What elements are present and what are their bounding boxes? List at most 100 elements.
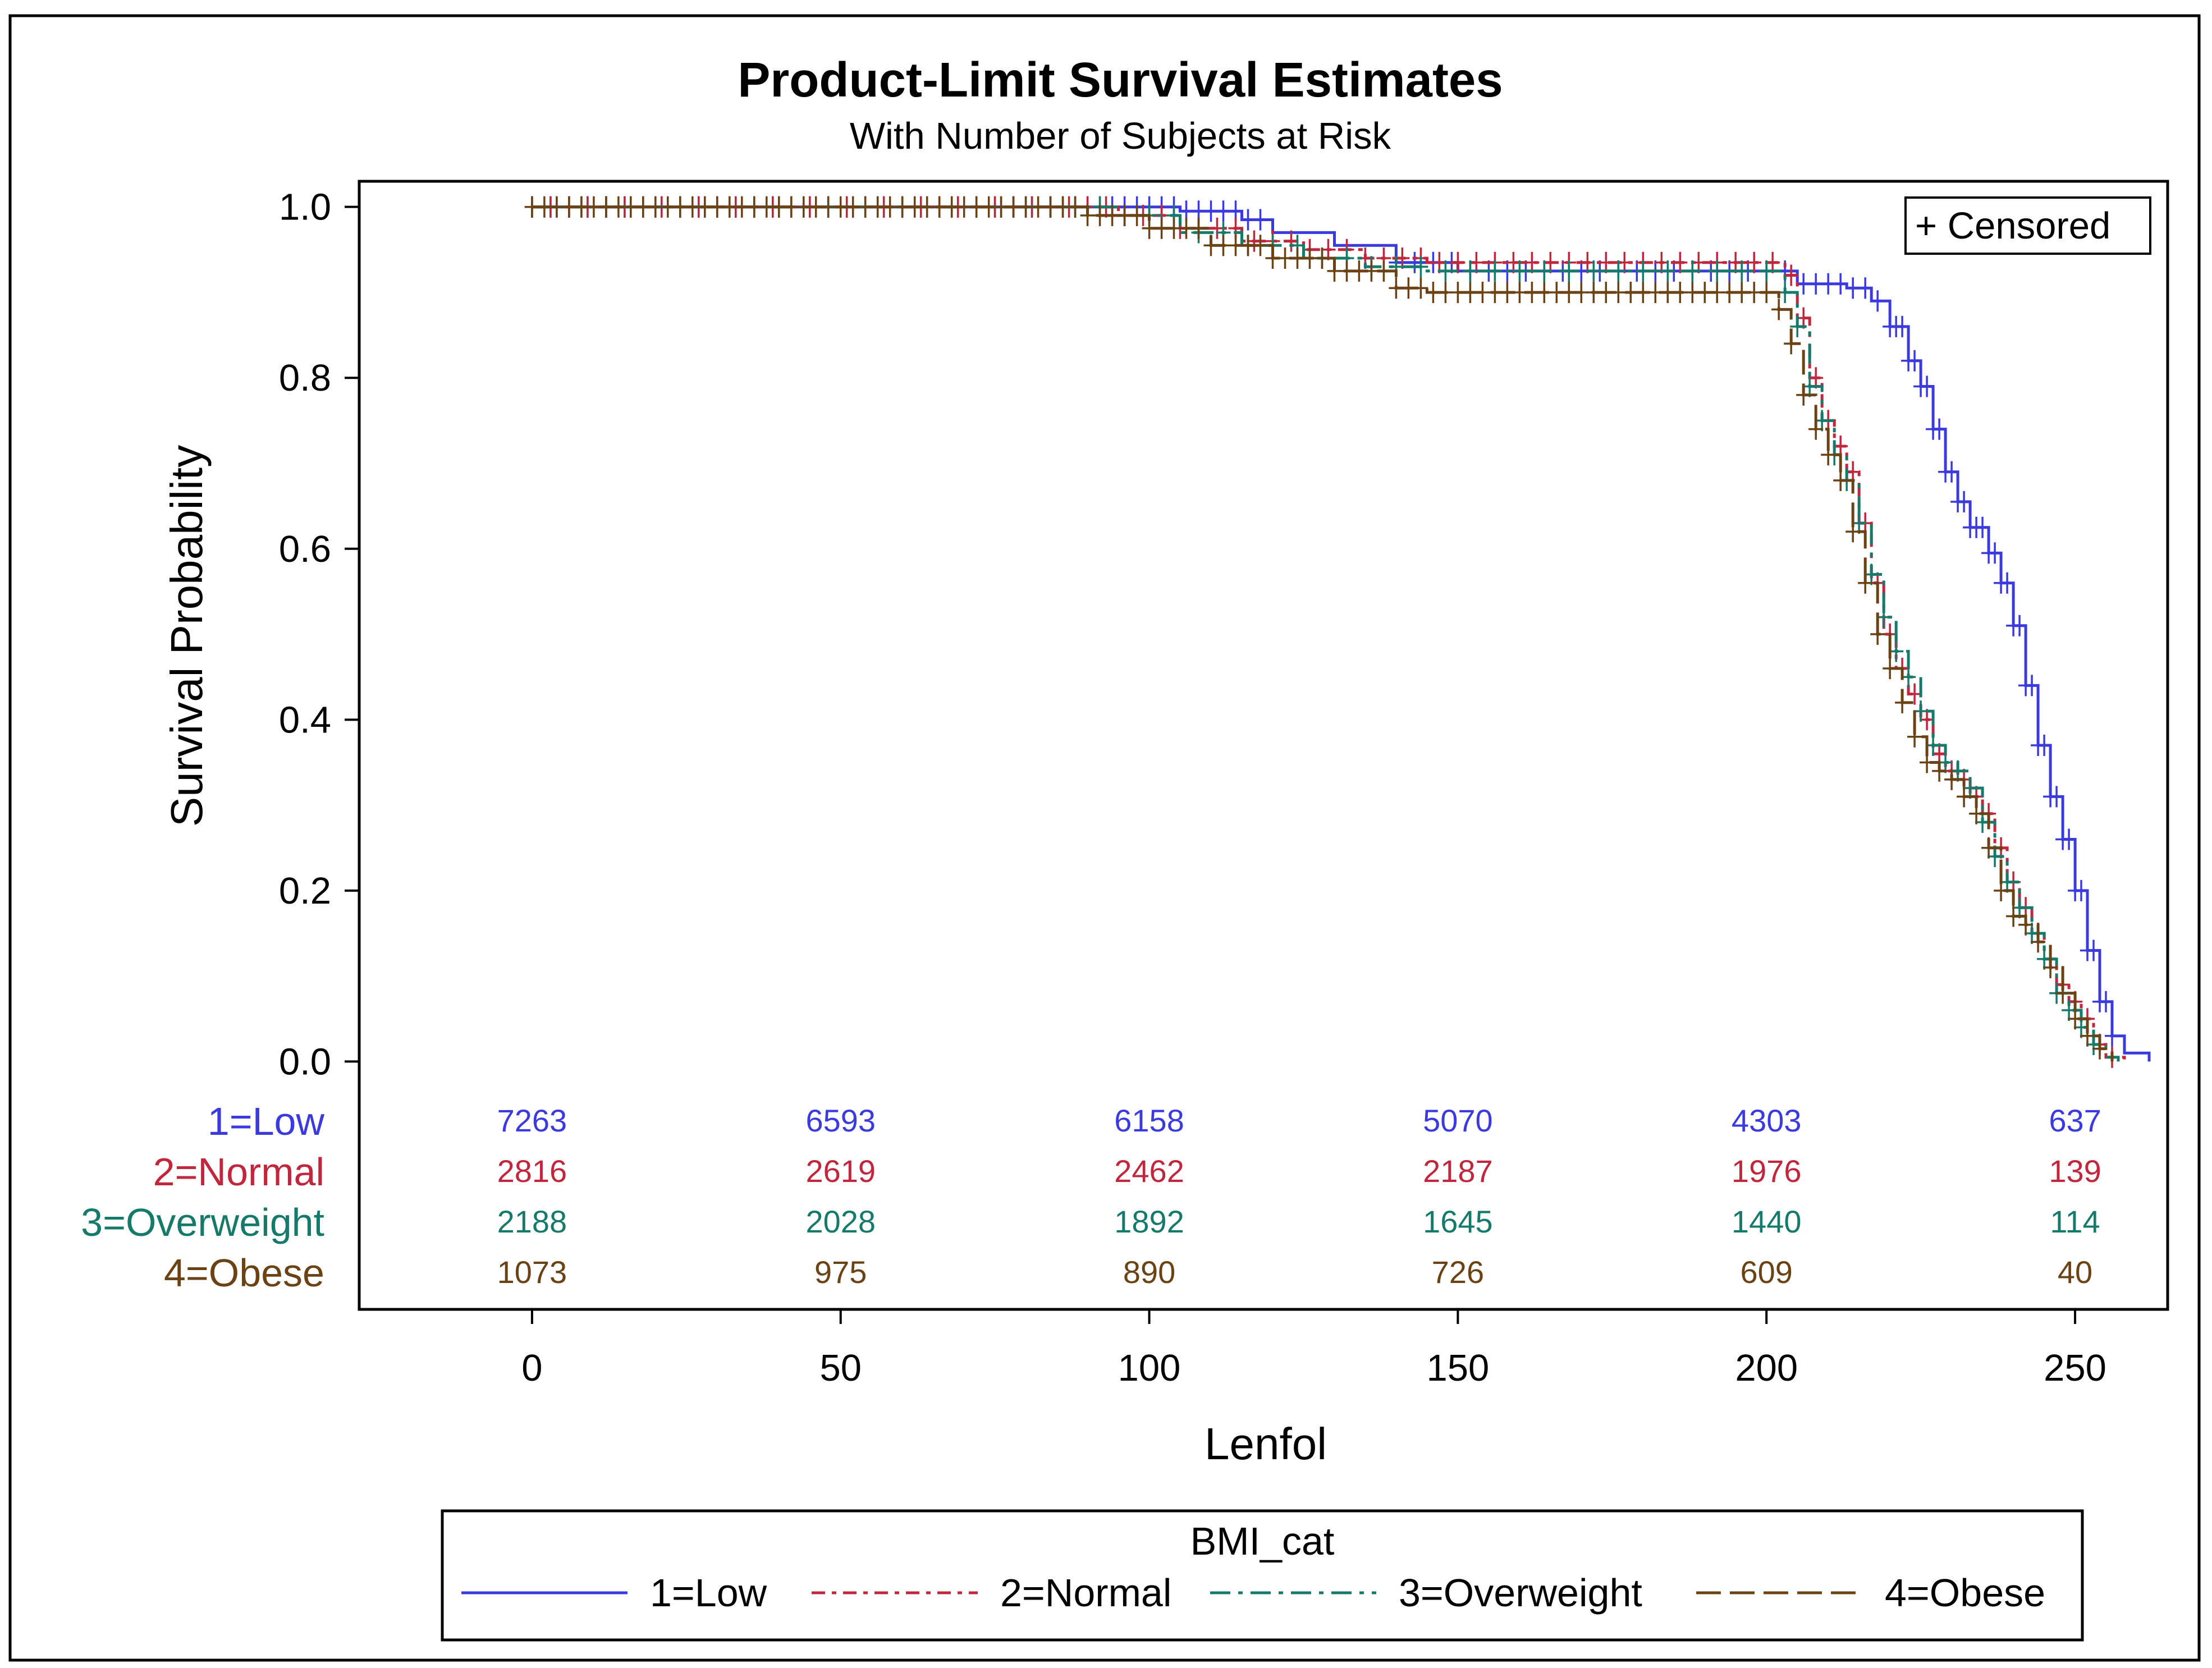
censor-mark-4-obese-71	[1401, 277, 1416, 299]
censor-mark-3-overweight-40	[1512, 260, 1527, 282]
censor-mark-2-normal-59	[1617, 251, 1632, 273]
censor-mark-4-obese-17	[734, 196, 749, 218]
censor-mark-2-normal-53	[1506, 251, 1521, 273]
censor-mark-3-overweight-42	[1561, 260, 1577, 282]
censor-mark-1-low-92	[1987, 542, 2003, 564]
censor-mark-4-obese-73	[1426, 282, 1441, 303]
at-risk-value-3-overweight-2: 1892	[1114, 1204, 1184, 1239]
figure-border	[8, 14, 2201, 1662]
censor-mark-4-obese-106	[1833, 470, 1848, 491]
censor-mark-4-obese-78	[1487, 282, 1503, 303]
y-tick-label-0: 0.0	[279, 1041, 331, 1083]
x-axis-title: Lenfol	[1205, 1419, 1327, 1469]
censor-mark-4-obese-101	[1771, 299, 1787, 320]
legend-items: 1=Low 2=Normal 3=Overweight 4=Obese	[461, 1571, 2045, 1615]
censor-mark-1-low-90	[1975, 516, 1990, 538]
censor-mark-3-overweight-52	[1790, 315, 1805, 337]
censor-mark-1-low-100	[2037, 735, 2052, 756]
censor-mark-3-overweight-68	[1987, 846, 2003, 867]
censor-mark-4-obese-1	[537, 196, 552, 218]
censor-mark-4-obese-56	[1216, 235, 1231, 256]
censor-mark-4-obese-26	[845, 196, 860, 218]
x-axis: 0 50 100 150 200 250	[521, 1309, 2106, 1389]
censor-mark-4-obese-50	[1142, 217, 1157, 239]
censor-mark-4-obese-107	[1845, 521, 1861, 543]
censor-mark-4-obese-86	[1586, 282, 1601, 303]
censor-mark-4-obese-61	[1277, 248, 1293, 269]
censor-mark-4-obese-53	[1179, 217, 1194, 239]
censor-mark-2-normal-51	[1469, 251, 1484, 273]
at-risk-value-3-overweight-4: 1440	[1732, 1204, 1802, 1239]
censor-mark-4-obese-98	[1734, 282, 1750, 303]
legend-label-1-low: 1=Low	[650, 1571, 767, 1615]
at-risk-value-3-overweight-3: 1645	[1423, 1204, 1493, 1239]
censor-mark-4-obese-39	[1006, 196, 1021, 218]
y-tick-label-4: 0.8	[279, 357, 331, 399]
x-tick-label-0: 0	[521, 1347, 542, 1389]
censor-mark-4-obese-21	[784, 196, 799, 218]
censor-mark-2-normal-62	[1673, 251, 1688, 273]
at-risk-value-3-overweight-0: 2188	[497, 1204, 567, 1239]
censor-mark-4-obese-10	[648, 196, 663, 218]
censor-mark-1-low-77	[1895, 315, 1910, 337]
censor-mark-2-normal-55	[1543, 251, 1558, 273]
censor-mark-4-obese-96	[1710, 282, 1725, 303]
censor-mark-3-overweight-50	[1759, 260, 1774, 282]
censor-mark-4-obese-105	[1821, 444, 1836, 466]
censor-mark-3-overweight-43	[1586, 260, 1601, 282]
censor-mark-4-obese-36	[969, 196, 984, 218]
censor-mark-1-low-81	[1920, 375, 1935, 397]
censor-mark-4-obese-63	[1302, 248, 1317, 269]
censor-mark-4-obese-125	[2068, 1008, 2083, 1030]
censor-mark-3-overweight-49	[1734, 260, 1750, 282]
censor-mark-4-obese-3	[561, 196, 576, 218]
y-axis: 0.0 0.2 0.4 0.6 0.8 1.0	[279, 186, 359, 1083]
censor-mark-4-obese-88	[1611, 282, 1626, 303]
at-risk-value-2-normal-4: 1976	[1732, 1153, 1802, 1189]
at-risk-value-4-obese-5: 40	[2058, 1254, 2092, 1290]
censor-mark-4-obese-33	[932, 196, 947, 218]
censor-mark-1-low-87	[1957, 491, 1972, 512]
censor-mark-1-low-72	[1845, 277, 1861, 299]
censor-mark-4-obese-45	[1080, 204, 1095, 226]
censor-mark-4-obese-7	[611, 196, 626, 218]
censor-mark-4-obese-23	[808, 196, 823, 218]
censor-mark-4-obese-66	[1339, 260, 1354, 282]
censor-mark-4-obese-34	[944, 196, 959, 218]
at-risk-value-4-obese-3: 726	[1432, 1254, 1484, 1290]
censor-mark-1-low-69	[1808, 273, 1824, 295]
censor-mark-4-obese-20	[771, 196, 786, 218]
censor-mark-4-obese-44	[1068, 196, 1083, 218]
censor-mark-4-obese-123	[2043, 956, 2058, 978]
censor-mark-4-obese-103	[1796, 384, 1811, 406]
censor-mark-2-normal-70	[1808, 367, 1824, 389]
censor-mark-3-overweight-46	[1660, 260, 1675, 282]
censor-mark-4-obese-46	[1092, 204, 1107, 226]
censor-mark-4-obese-111	[1895, 691, 1910, 713]
at-risk-value-2-normal-5: 139	[2049, 1153, 2101, 1189]
chart-subtitle: With Number of Subjects at Risk	[850, 115, 1391, 157]
censor-mark-4-obese-116	[1957, 786, 1972, 808]
censor-mark-4-obese-108	[1858, 572, 1873, 594]
censor-mark-4-obese-117	[1969, 803, 1984, 824]
censor-mark-4-obese-87	[1599, 282, 1614, 303]
censor-mark-4-obese-91	[1648, 282, 1663, 303]
censor-mark-4-obese-112	[1907, 726, 1922, 748]
at-risk-value-1-low-2: 6158	[1114, 1103, 1184, 1138]
censor-mark-1-low-44	[1240, 209, 1256, 231]
censor-mark-4-obese-48	[1117, 204, 1132, 226]
series-4-obese	[524, 196, 2114, 1062]
censor-mark-1-low-73	[1858, 277, 1873, 299]
at-risk-value-4-obese-2: 890	[1123, 1254, 1175, 1290]
censor-mark-4-obese-89	[1623, 282, 1638, 303]
censor-mark-4-obese-115	[1944, 768, 1959, 790]
at-risk-value-1-low-1: 6593	[805, 1103, 876, 1138]
censor-mark-4-obese-54	[1191, 217, 1206, 239]
at-risk-value-3-overweight-1: 2028	[805, 1204, 876, 1239]
censor-mark-4-obese-47	[1105, 204, 1120, 226]
censor-mark-4-obese-119	[1994, 879, 2009, 901]
censor-mark-3-overweight-48	[1710, 260, 1725, 282]
at-risk-value-2-normal-3: 2187	[1423, 1153, 1493, 1189]
at-risk-value-2-normal-2: 2462	[1114, 1153, 1184, 1189]
